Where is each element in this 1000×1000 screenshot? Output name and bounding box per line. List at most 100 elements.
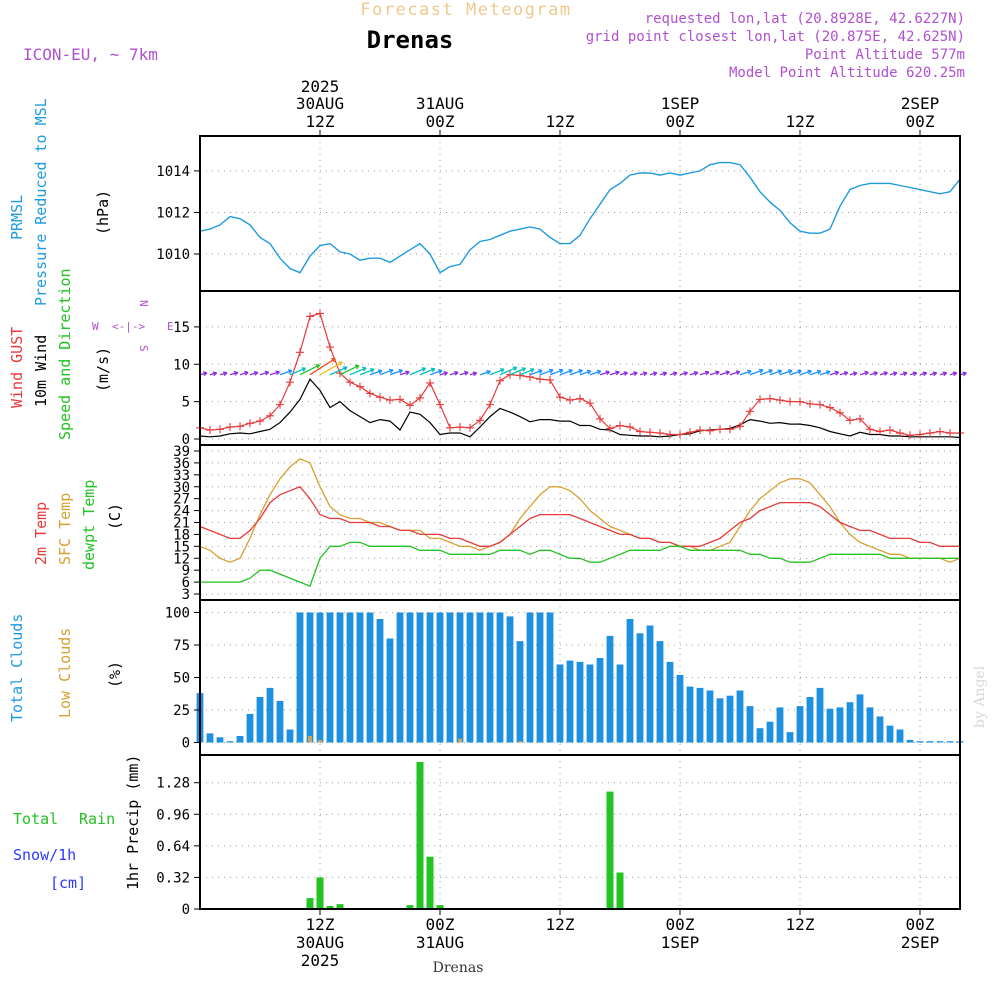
rain-bar <box>436 905 444 909</box>
wind-arrow-head <box>202 371 208 377</box>
gust-point <box>806 399 814 408</box>
gust-point <box>376 393 384 402</box>
wind-arrow <box>329 366 348 376</box>
wind-arrow-head <box>472 371 478 377</box>
wind-arrow <box>519 368 535 376</box>
gust-point <box>456 423 464 432</box>
wind-arrow <box>779 369 793 376</box>
wind-arrow-head <box>834 370 840 376</box>
total-cloud-bar <box>216 737 224 743</box>
wind-arrow <box>819 370 831 376</box>
gust-point <box>696 426 704 435</box>
gust-point <box>286 378 294 387</box>
time-label-bottom-date: 1SEP <box>661 933 700 952</box>
gust-point <box>856 414 864 423</box>
wind-arrow-head <box>354 364 360 370</box>
snow-label: Snow/1h <box>13 846 76 864</box>
time-label-bottom-year: 2025 <box>301 951 340 970</box>
total-cloud-bar <box>426 612 434 743</box>
y-tick-label: 75 <box>173 638 190 654</box>
y-tick-label: 27 <box>173 492 190 508</box>
panel-frame <box>199 754 961 910</box>
total-cloud-bar <box>506 616 514 743</box>
gust-point <box>636 427 644 436</box>
wind-arrow <box>499 366 518 376</box>
compass-west: W <box>92 320 99 333</box>
rain-bar <box>426 856 434 909</box>
total-cloud-bar <box>386 638 394 743</box>
total-cloud-bar <box>516 641 524 743</box>
wind-arrow-head <box>486 370 491 375</box>
wind-arrow-head <box>864 370 869 376</box>
time-label-bottom-hour: 12Z <box>546 915 575 934</box>
wind-arrow-head <box>568 368 573 374</box>
gust-point <box>276 400 284 409</box>
gust-point <box>586 399 594 408</box>
y-tick-label: 0.32 <box>156 870 190 886</box>
wind-arrow-head <box>642 371 648 377</box>
total-cloud-bar <box>236 736 244 743</box>
gust-point <box>816 400 824 409</box>
total-cloud-bar <box>466 612 474 743</box>
gust-point <box>416 393 424 402</box>
gust-point <box>726 425 734 434</box>
rain-bar <box>416 762 424 909</box>
wind-arrow <box>569 369 583 376</box>
wind-arrow-head <box>652 371 658 377</box>
wind-arrow-head <box>912 371 918 377</box>
gust-point <box>826 403 834 412</box>
y-tick-label: 15 <box>173 539 190 555</box>
axis-layer: 1010101210140510153691215182124273033363… <box>156 77 961 970</box>
wind-arrow-head <box>464 370 469 376</box>
total-cloud-bar <box>896 729 904 743</box>
wind-arrow-head <box>548 368 554 374</box>
pressure-label-2: Pressure Reduced to MSL <box>32 98 50 306</box>
dewpt-temp-line <box>200 541 960 587</box>
rain-label: Rain <box>79 810 115 828</box>
low-clouds-label: Low Clouds <box>56 628 74 718</box>
time-label-bottom-date: 2SEP <box>901 933 940 952</box>
total-cloud-bar <box>526 612 534 743</box>
total-cloud-bar <box>636 633 644 743</box>
total-cloud-bar <box>886 725 894 743</box>
total-cloud-bar <box>706 690 714 743</box>
precip-unit: 1hr Precip (mm) <box>124 755 142 890</box>
total-cloud-bar <box>536 612 544 743</box>
wind-arrow-head <box>342 366 348 371</box>
total-cloud-bar <box>566 660 574 743</box>
wind-arrow-head <box>361 366 367 372</box>
time-label-top-hour: 00Z <box>906 112 935 131</box>
wind-arrow-head <box>605 370 610 376</box>
wind-arrow <box>599 371 610 376</box>
wind-arrow-head <box>244 370 249 376</box>
wind-arrow <box>589 370 602 376</box>
wind-arrow <box>409 367 426 376</box>
total-cloud-bar <box>486 612 494 743</box>
gust-point <box>676 430 684 439</box>
gust-point <box>226 423 234 432</box>
wind-arrow-head <box>777 369 783 375</box>
y-tick-label: 0.96 <box>156 807 190 823</box>
total-cloud-bar <box>246 713 254 743</box>
wind-arrow-head <box>301 367 307 372</box>
wind-10m-line <box>199 378 961 439</box>
rain-bar <box>406 905 414 909</box>
wind-arrow-head <box>405 370 410 376</box>
wind-arrow <box>259 371 269 376</box>
y-tick-label: 30 <box>173 480 190 496</box>
total-cloud-bar <box>926 741 934 743</box>
wind-arrow <box>289 367 306 376</box>
footer-station: Drenas <box>433 960 484 976</box>
total-cloud-bar <box>456 612 464 743</box>
total-cloud-bar <box>546 612 554 743</box>
wind-arrow-head <box>377 369 383 374</box>
wind-arrow-head <box>338 361 343 367</box>
wind-arrow <box>449 371 459 376</box>
time-label-top-year: 2025 <box>301 77 340 96</box>
wind-arrow-head <box>222 371 228 377</box>
gust-point <box>796 397 804 406</box>
rain-bar <box>326 906 334 909</box>
total-cloud-bar <box>596 658 604 743</box>
wind-arrow-head <box>538 369 543 374</box>
wind-arrow-head <box>942 371 948 377</box>
